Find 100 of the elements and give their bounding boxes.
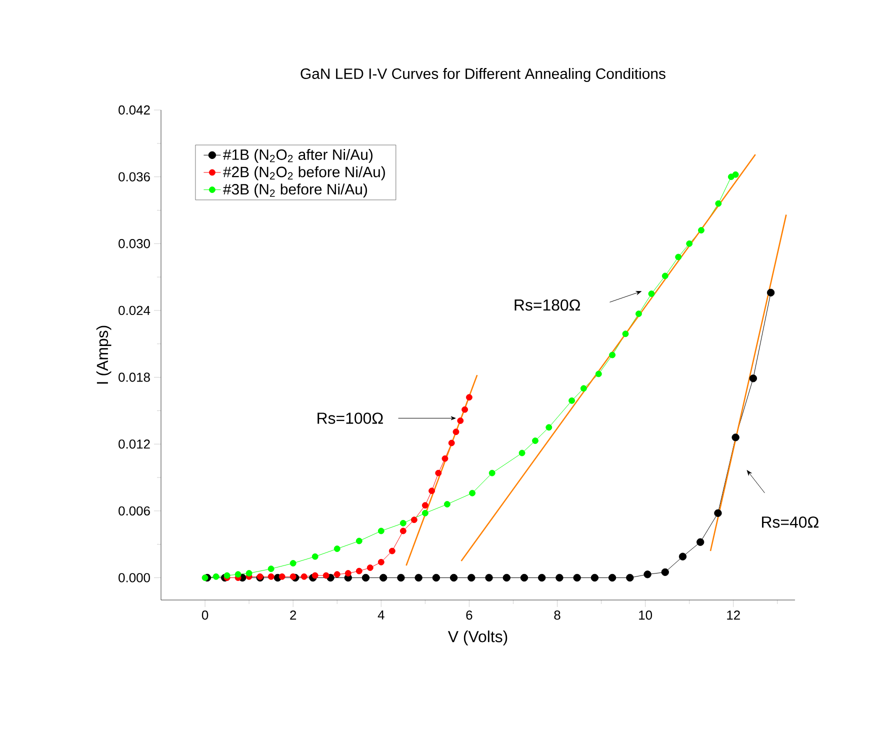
- x-tick-label: 10: [639, 610, 652, 620]
- point: [290, 573, 296, 580]
- point: [202, 574, 208, 581]
- point: [678, 552, 687, 560]
- point: [366, 564, 374, 571]
- point: [422, 502, 428, 509]
- point: [432, 574, 440, 582]
- y-tick-label: 0.036: [118, 172, 150, 182]
- point: [452, 428, 460, 436]
- point: [414, 574, 422, 582]
- x-tick-label: 6: [466, 610, 472, 620]
- point: [278, 573, 286, 580]
- point: [397, 574, 405, 582]
- point: [224, 572, 230, 579]
- point: [457, 417, 464, 424]
- point: [732, 434, 740, 442]
- point: [485, 574, 493, 582]
- point: [715, 200, 722, 207]
- point: [400, 520, 406, 526]
- point: [450, 574, 458, 582]
- point: [444, 500, 450, 508]
- point: [595, 370, 602, 378]
- point: [468, 574, 476, 582]
- x-tick-label: 12: [727, 610, 740, 620]
- point: [714, 509, 722, 517]
- point: [532, 438, 538, 444]
- point: [212, 573, 220, 580]
- y-tick-label: 0.042: [118, 105, 150, 115]
- point: [590, 574, 599, 582]
- annotation: Rs=180Ω: [514, 299, 580, 311]
- point: [609, 352, 616, 358]
- point: [696, 538, 704, 546]
- point: [648, 290, 655, 297]
- point: [246, 570, 252, 577]
- annotation: Rs=40Ω: [762, 516, 818, 528]
- point: [462, 406, 468, 413]
- point: [622, 330, 629, 338]
- point: [686, 240, 693, 247]
- point: [568, 397, 576, 404]
- point: [518, 450, 526, 456]
- point: [488, 470, 496, 476]
- point: [300, 573, 308, 580]
- x-tick-label: 4: [378, 610, 384, 620]
- legend-label: #2B (N$_{2}$O$_{2}$ before Ni/Au): [223, 166, 385, 180]
- point: [573, 574, 581, 582]
- y-tick-label: 0.000: [118, 573, 150, 582]
- point: [448, 440, 455, 446]
- point: [322, 572, 330, 579]
- point: [290, 560, 296, 566]
- point: [362, 574, 370, 582]
- y-tick-label: 0.024: [118, 306, 150, 316]
- point: [334, 546, 340, 552]
- point: [234, 571, 242, 578]
- point: [388, 548, 396, 554]
- point: [378, 558, 384, 566]
- annotation: Rs=100Ω: [318, 412, 383, 424]
- point: [356, 568, 362, 574]
- point: [268, 566, 274, 572]
- point: [466, 394, 472, 401]
- point: [661, 568, 669, 576]
- point: [520, 574, 528, 582]
- point: [698, 227, 704, 234]
- x-tick-label: 8: [554, 610, 560, 620]
- point: [538, 574, 546, 582]
- y-tick-label: 0.018: [118, 372, 150, 382]
- point: [749, 374, 758, 382]
- point: [546, 424, 552, 431]
- point: [442, 455, 448, 462]
- point: [502, 574, 510, 582]
- x-tick-label: 2: [290, 610, 296, 620]
- point: [766, 288, 775, 296]
- y-axis-title: I (Amps): [96, 326, 112, 384]
- point: [422, 510, 428, 516]
- x-tick-label: 0: [202, 610, 208, 620]
- y-tick-label: 0.006: [118, 506, 150, 516]
- y-tick-label: 0.012: [118, 440, 150, 449]
- point: [635, 310, 642, 318]
- legend-label: #1B (N$_{2}$O$_{2}$ after Ni/Au): [223, 148, 372, 163]
- point: [378, 528, 384, 534]
- point: [268, 573, 274, 580]
- point: [344, 570, 352, 577]
- point: [732, 171, 739, 178]
- legend-label: #3B (N$_{2}$ before Ni/Au): [223, 184, 368, 198]
- point: [469, 490, 476, 496]
- point: [644, 570, 652, 578]
- point: [400, 528, 406, 534]
- point: [334, 571, 340, 578]
- point: [556, 574, 564, 582]
- point: [675, 254, 682, 260]
- x-axis-title: V (Volts): [448, 630, 508, 646]
- point: [356, 538, 362, 544]
- point: [410, 516, 418, 524]
- y-tick-label: 0.030: [118, 239, 150, 248]
- point: [435, 470, 442, 476]
- point: [312, 572, 318, 579]
- point: [580, 385, 587, 392]
- point: [428, 488, 436, 494]
- point: [728, 174, 734, 180]
- point: [312, 553, 318, 560]
- chart-title: GaN LED I-V Curves for Different Annealing Conditions: [300, 68, 666, 82]
